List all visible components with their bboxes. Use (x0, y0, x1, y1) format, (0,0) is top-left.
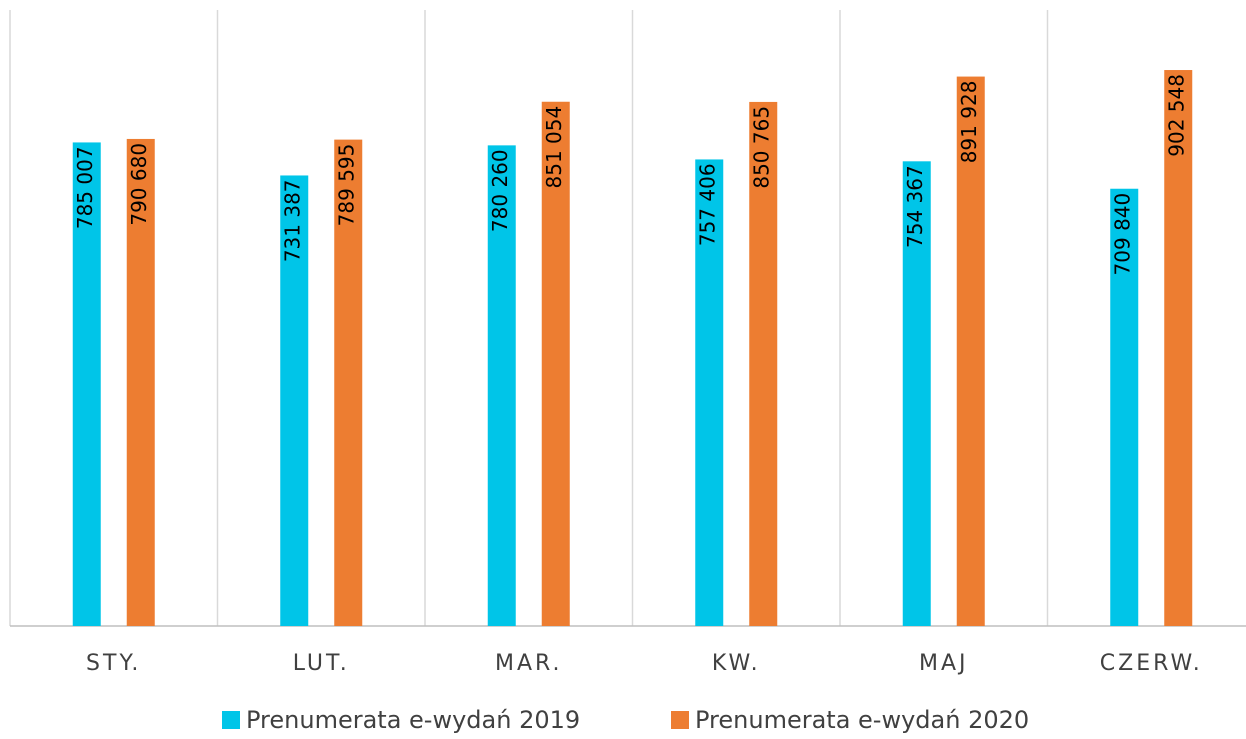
value-label: 780 260 (488, 149, 512, 232)
value-label: 757 406 (696, 163, 720, 246)
value-label: 789 595 (335, 144, 359, 227)
legend-swatch (222, 711, 240, 729)
value-label: 731 387 (281, 179, 305, 262)
bar (541, 101, 570, 626)
bar (956, 76, 985, 627)
bar (334, 139, 363, 626)
bar (695, 159, 724, 626)
bar (487, 145, 516, 626)
bar (1164, 70, 1193, 626)
x-tick-label: MAR. (495, 651, 563, 676)
bar (902, 161, 931, 626)
x-tick-label: LUT. (293, 651, 350, 676)
value-label: 902 548 (1165, 74, 1189, 157)
bar (1110, 188, 1139, 626)
bar (126, 138, 155, 627)
bar (280, 175, 309, 626)
value-label: 785 007 (73, 146, 97, 229)
legend-label: Prenumerata e-wydań 2019 (246, 706, 580, 734)
x-tick-label: STY. (86, 651, 141, 676)
value-label: 754 367 (903, 165, 927, 248)
x-tick-label: KW. (712, 651, 761, 676)
x-tick-label: MAJ (919, 651, 969, 676)
bar (749, 101, 778, 626)
value-label: 851 054 (542, 106, 566, 189)
legend-swatch (671, 711, 689, 729)
x-tick-label: CZERW. (1100, 651, 1203, 676)
bar (72, 142, 101, 627)
value-label: 709 840 (1111, 193, 1135, 276)
legend-label: Prenumerata e-wydań 2020 (695, 706, 1029, 734)
value-label: 850 765 (750, 106, 774, 189)
value-label: 891 928 (957, 81, 981, 164)
value-label: 790 680 (127, 143, 151, 226)
